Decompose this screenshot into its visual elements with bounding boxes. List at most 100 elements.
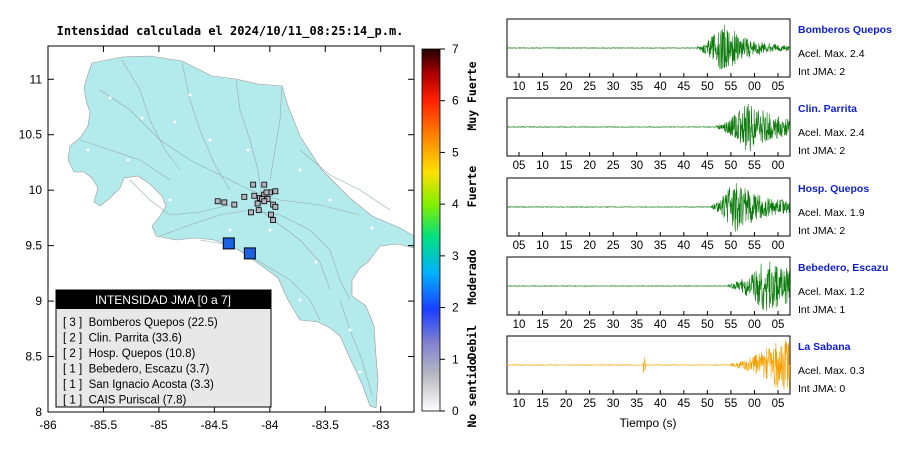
colorbar-tick-label: 3 [452,249,459,263]
waveform-tick-label: 10 [536,160,549,172]
station-marker [254,200,261,207]
int-jma: Int JMA: 2 [798,66,845,78]
map-ytick-label: 10.5 [19,128,43,142]
colorbar-tick-label: 6 [452,94,459,108]
waveform-tick-label: 05 [772,81,785,93]
map-ytick-label: 11 [30,72,43,86]
station-marker [272,203,279,210]
waveform-tick-label: 50 [725,240,738,252]
accel-max: Acel. Max. 2.4 [798,127,865,139]
waveform-tick-label: 40 [654,398,667,410]
waveform-tick-label: 40 [654,319,667,331]
waveform-tick-label: 55 [725,398,738,410]
int-jma: Int JMA: 2 [798,225,845,237]
waveform-tick-label: 30 [630,240,643,252]
station-marker [243,247,256,260]
waveform-tick-label: 25 [583,398,596,410]
waveform-tick-label: 20 [560,81,573,93]
colorbar-tick-label: 7 [452,42,459,56]
waveform-panel: 10 15 20 25 30 35 40 45 50 55 00 05 Bomberos Quepos A… [506,18,892,93]
waveform-tick-label: 45 [677,319,690,331]
colorbar-label: No sentido [465,358,479,427]
colorbar-tick-label: 4 [452,197,459,211]
map-title: Intensidad calculada el 2024/10/11_08:25… [57,24,404,39]
intensity-colorbar: 7 6 5 4 3 2 1 0 Muy Fuerte Fuerte Moderado DebilNo… [421,42,479,428]
legend-entry: [ 2 ] Clin. Parrita (33.6) [63,333,182,345]
map-xtick-label: -85 [150,418,168,432]
map-ytick-label: 8.5 [25,350,42,364]
waveform-tick-label: 10 [536,240,549,252]
map-xtick-label: -83.5 [312,418,340,432]
map-xtick-label: -84 [261,418,279,432]
waveform-tick-label: 50 [725,160,738,172]
waveform-panel: 10 15 20 25 30 35 40 45 50 55 00 05 La Sabana Acel. M… [506,335,865,410]
waveform-tick-label: 40 [677,240,690,252]
station-marker [263,189,270,196]
station-marker [261,198,268,205]
map-ytick-label: 10 [29,183,43,197]
map-towns [86,93,374,374]
waveform-trace [506,183,791,232]
station-name: Bomberos Quepos [798,24,892,36]
legend-header [56,290,271,309]
waveform-tick-label: 45 [677,398,690,410]
accel-max: Acel. Max. 1.2 [798,286,865,298]
waveform-panel: 05 10 15 20 25 30 35 40 45 50 55 00 Hosp. Quepos Acel… [506,177,869,252]
station-marker [231,201,238,208]
waveform-tick-label: 05 [772,319,785,331]
waveform-tick-label: 45 [677,81,690,93]
waveform-trace [506,261,791,311]
waveform-tick-label: 35 [630,319,643,331]
station-marker [222,237,235,250]
waveform-tick-label: 25 [607,160,620,172]
waveform-trace [506,103,791,152]
waveform-tick-label: 40 [654,81,667,93]
waveform-tick-label: 00 [772,240,785,252]
waveform-tick-label: 10 [513,81,526,93]
waveform-tick-label: 55 [748,160,761,172]
accel-max: Acel. Max. 1.9 [798,207,865,219]
station-marker [261,181,268,188]
waveform-tick-label: 55 [725,81,738,93]
station-marker [214,198,221,205]
waveform-panel: 05 10 15 20 25 30 35 40 45 50 55 00 Clin. Parrita Ace… [506,97,865,172]
legend-entry: [ 1 ] Bebedero, Escazu (3.7) [63,364,210,376]
waveform-tick-label: 55 [725,319,738,331]
waveform-tick-label: 25 [583,81,596,93]
int-jma: Int JMA: 1 [798,304,845,316]
legend-entry: [ 1 ] San Ignacio Acosta (3.3) [63,379,214,391]
waveform-tick-label: 50 [701,319,714,331]
legend-entry: [ 1 ] CAIS Puriscal (7.8) [63,395,187,407]
waveform-tick-label: 05 [513,160,526,172]
waveform-tick-label: 10 [513,319,526,331]
accel-max: Acel. Max. 2.4 [798,48,865,60]
legend-entry: [ 3 ] Bomberos Quepos (22.5) [63,317,218,329]
station-marker [251,192,258,199]
waveform-tick-label: 30 [630,160,643,172]
waveform-tick-label: 00 [748,398,761,410]
station-marker [241,193,248,200]
int-jma: Int JMA: 2 [798,145,845,157]
costa-rica-landmass [67,55,415,409]
waveform-tick-label: 20 [583,240,596,252]
colorbar-label: Debil [465,325,479,360]
int-jma: Int JMA: 0 [798,383,845,395]
station-marker [250,181,257,188]
map-ytick-label: 9.5 [25,239,42,253]
station-name: La Sabana [798,341,851,353]
colorbar-tick-label: 1 [452,352,459,366]
accel-max: Acel. Max. 0.3 [798,365,865,377]
station-marker [268,211,274,218]
waveform-trace [506,340,791,390]
colorbar-label: Moderado [465,249,479,304]
station-name: Clin. Parrita [798,103,857,115]
waveform-tick-label: 15 [536,81,549,93]
waveform-tick-label: 05 [772,398,785,410]
waveform-tick-label: 25 [607,240,620,252]
waveform-tick-label: 00 [748,319,761,331]
colorbar-tick-label: 0 [452,404,459,418]
station-marker [248,209,254,216]
waveform-tick-label: 35 [654,160,667,172]
waveform-tick-label: 15 [560,240,573,252]
waveform-tick-label: 15 [560,160,573,172]
